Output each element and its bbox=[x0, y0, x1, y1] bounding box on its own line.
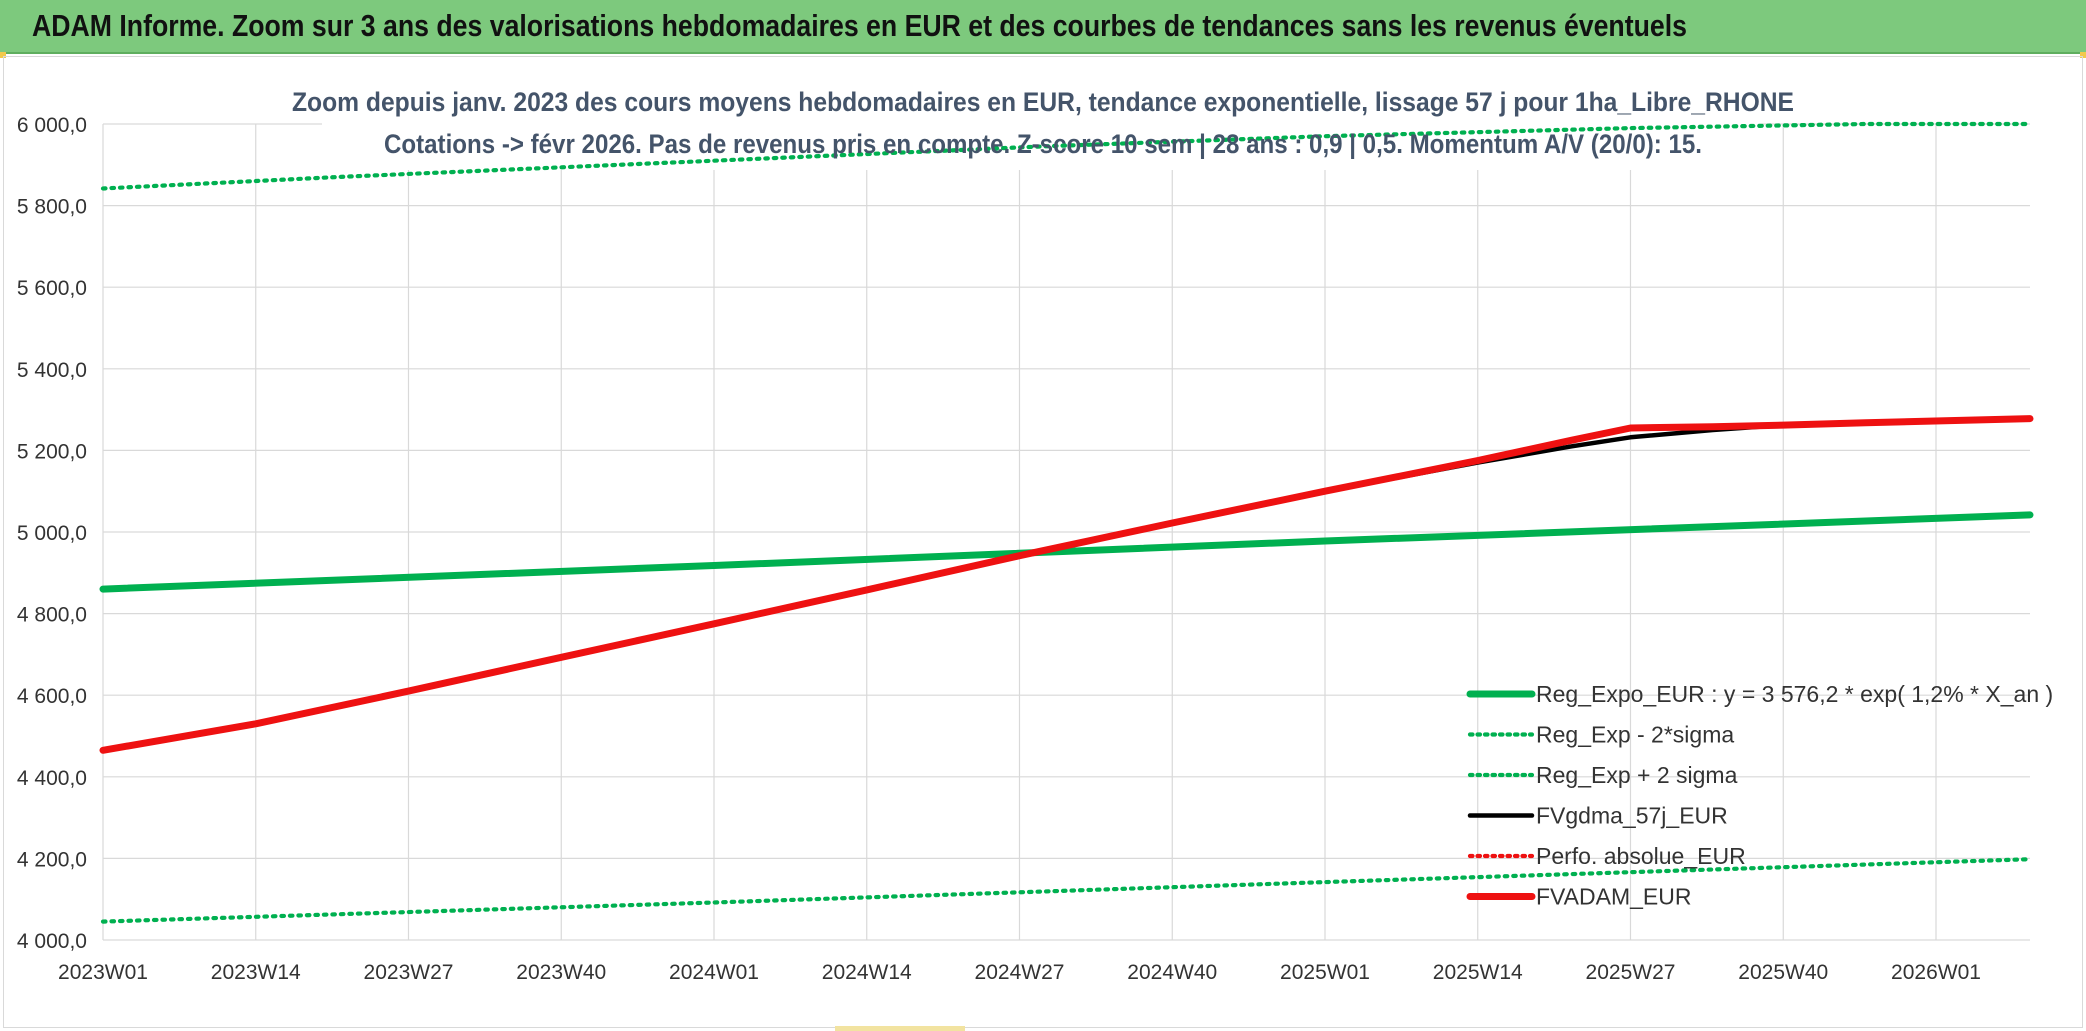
legend-label-2: Reg_Exp + 2 sigma bbox=[1536, 762, 1738, 788]
x-tick-label: 2026W01 bbox=[1891, 961, 1981, 984]
legend-label-0: Reg_Expo_EUR : y = 3 576,2 * exp( 1,2% *… bbox=[1536, 681, 2053, 707]
series-line-2 bbox=[100, 121, 2033, 191]
series-line-0 bbox=[99, 511, 2034, 593]
legend-label-5: FVADAM_EUR bbox=[1536, 884, 1692, 910]
x-tick-label: 2025W01 bbox=[1280, 961, 1370, 984]
y-tick-label: 4 400,0 bbox=[17, 767, 87, 790]
corner-mark-left bbox=[0, 52, 6, 58]
y-tick-label: 5 600,0 bbox=[17, 277, 87, 300]
x-tick-label: 2025W40 bbox=[1738, 961, 1828, 984]
y-tick-label: 5 000,0 bbox=[17, 522, 87, 545]
x-tick-label: 2024W14 bbox=[822, 961, 912, 984]
corner-mark-right bbox=[2080, 52, 2086, 58]
y-tick-label: 4 800,0 bbox=[17, 604, 87, 627]
legend-label-3: FVgdma_57j_EUR bbox=[1536, 803, 1728, 829]
x-tick-label: 2024W40 bbox=[1127, 961, 1217, 984]
y-tick-label: 4 600,0 bbox=[17, 685, 87, 708]
x-tick-label: 2024W27 bbox=[975, 961, 1065, 984]
x-tick-label: 2025W14 bbox=[1433, 961, 1523, 984]
chart-title-box bbox=[322, 78, 1762, 170]
x-tick-label: 2025W27 bbox=[1586, 961, 1676, 984]
legend-label-1: Reg_Exp - 2*sigma bbox=[1536, 722, 1734, 748]
report-banner: ADAM Informe. Zoom sur 3 ans des valoris… bbox=[0, 0, 2086, 54]
chart-frame bbox=[3, 56, 2083, 1028]
x-tick-label: 2023W40 bbox=[516, 961, 606, 984]
series-line-5 bbox=[99, 415, 2034, 754]
y-tick-label: 5 200,0 bbox=[17, 440, 87, 463]
chart-title-line-1: Zoom depuis janv. 2023 des cours moyens … bbox=[292, 87, 1794, 117]
y-tick-label: 5 400,0 bbox=[17, 359, 87, 382]
bottom-mark bbox=[835, 1026, 965, 1031]
y-tick-label: 6 000,0 bbox=[17, 114, 87, 137]
y-tick-label: 5 800,0 bbox=[17, 196, 87, 219]
x-tick-label: 2024W01 bbox=[669, 961, 759, 984]
legend-label-4: Perfo. absolue_EUR bbox=[1536, 843, 1746, 869]
report-title: ADAM Informe. Zoom sur 3 ans des valoris… bbox=[32, 8, 1687, 43]
x-tick-label: 2023W01 bbox=[58, 961, 148, 984]
y-tick-label: 4 200,0 bbox=[17, 848, 87, 871]
x-tick-label: 2023W14 bbox=[211, 961, 301, 984]
chart-title-line-2: Cotations -> févr 2026. Pas de revenus p… bbox=[384, 129, 1702, 159]
y-tick-label: 4 000,0 bbox=[17, 930, 87, 953]
x-tick-label: 2023W27 bbox=[364, 961, 454, 984]
series-line-1 bbox=[100, 857, 2033, 924]
